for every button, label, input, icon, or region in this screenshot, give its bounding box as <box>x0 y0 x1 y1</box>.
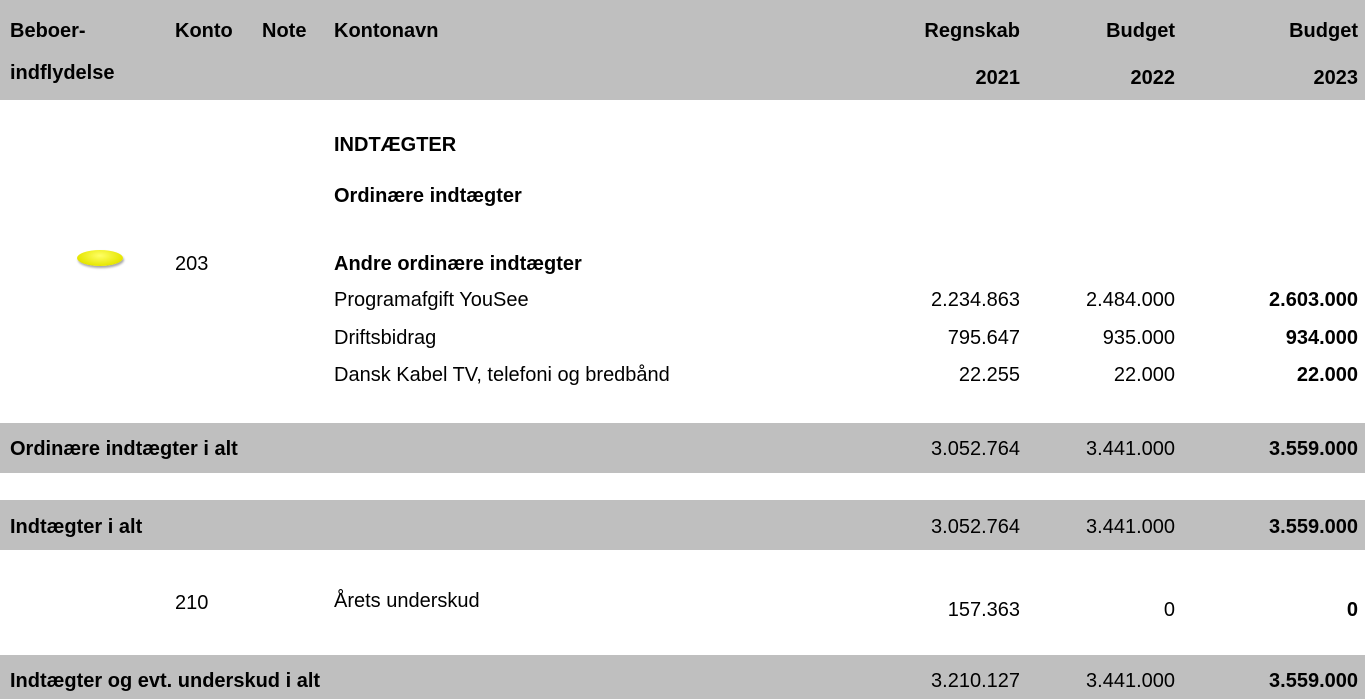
amount: 0 <box>1346 599 1358 621</box>
amount: 22.000 <box>1296 364 1358 386</box>
amount: 3.559.000 <box>1269 438 1358 460</box>
header-label: Regnskab <box>924 20 1020 42</box>
amount: 22.255 <box>958 364 1020 386</box>
amount: 3.052.764 <box>931 438 1020 460</box>
account-name: Driftsbidrag <box>334 326 437 349</box>
section-heading: Ordinære indtægter <box>334 185 522 207</box>
total-label: Ordinære indtægter i alt <box>10 438 238 460</box>
account-name: Årets underskud <box>334 590 480 612</box>
amount: 795.647 <box>947 326 1020 349</box>
amount: 2.603.000 <box>1269 289 1358 311</box>
amount: 3.559.000 <box>1269 670 1358 692</box>
header-label: Budget <box>1106 20 1175 42</box>
subtotal-band <box>0 423 1365 473</box>
header-year: 2021 <box>975 67 1021 89</box>
header-label: Konto <box>175 20 233 42</box>
header-band <box>0 0 1365 100</box>
total-label: Indtægter og evt. underskud i alt <box>10 670 321 692</box>
amount: 934.000 <box>1285 326 1358 349</box>
header-year: 2022 <box>1130 67 1176 89</box>
header-label: indflydelse <box>10 62 115 84</box>
account-number: 210 <box>175 592 209 614</box>
account-number: 203 <box>175 253 209 275</box>
header-label: Note <box>262 20 307 42</box>
total-label: Indtægter i alt <box>10 516 143 538</box>
group-heading: Andre ordinære indtægter <box>334 253 582 275</box>
amount: 3.559.000 <box>1269 516 1358 538</box>
account-name: Programafgift YouSee <box>334 289 529 311</box>
amount: 3.052.764 <box>931 516 1020 538</box>
header-label: Beboer- <box>10 20 86 42</box>
total-band <box>0 500 1365 550</box>
marker-icon <box>77 250 123 266</box>
amount: 157.363 <box>947 599 1020 621</box>
header-year: 2023 <box>1313 67 1359 89</box>
amount: 3.210.127 <box>931 670 1020 692</box>
amount: 935.000 <box>1102 326 1175 349</box>
header-label: Budget <box>1289 20 1358 42</box>
header-label: Kontonavn <box>334 20 439 42</box>
account-name: Dansk Kabel TV, telefoni og bredbånd <box>334 364 670 386</box>
amount: 0 <box>1163 599 1175 621</box>
amount: 2.234.863 <box>931 289 1020 311</box>
amount: 22.000 <box>1113 364 1175 386</box>
grand-total-band <box>0 655 1365 699</box>
amount: 2.484.000 <box>1086 289 1175 311</box>
section-heading: INDTÆGTER <box>334 134 457 156</box>
amount: 3.441.000 <box>1086 438 1175 460</box>
amount: 3.441.000 <box>1086 670 1175 692</box>
amount: 3.441.000 <box>1086 516 1175 538</box>
